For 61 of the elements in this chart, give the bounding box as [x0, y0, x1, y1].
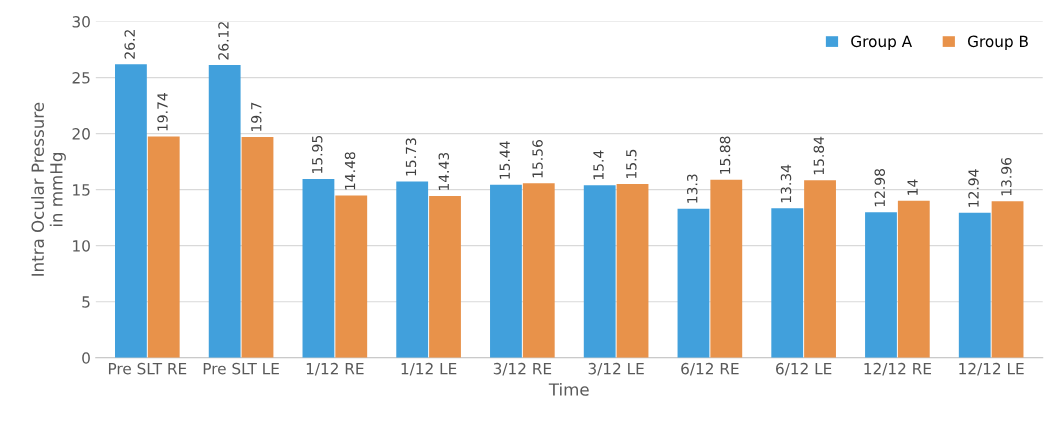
bar [771, 208, 804, 358]
data-label: 12.94 [968, 169, 979, 207]
bar [616, 184, 649, 358]
bar [396, 181, 429, 358]
data-label: 15.4 [593, 150, 604, 180]
y-tick-label: 15 [73, 184, 90, 196]
data-label: 19.7 [251, 102, 262, 131]
bar [804, 180, 836, 358]
data-label: 15.73 [405, 138, 417, 176]
bar [958, 212, 991, 358]
data-label: 14 [907, 179, 918, 195]
bar [522, 183, 555, 358]
bar [865, 212, 897, 358]
bar [490, 184, 522, 358]
data-label: 13.3 [686, 174, 698, 203]
x-tick-label: 12/12 LE [959, 362, 1024, 376]
x-tick-label: 1/12 RE [306, 362, 364, 376]
data-label: 13.96 [1001, 157, 1012, 196]
bar [991, 201, 1024, 358]
legend-label: Group A [851, 35, 912, 51]
data-label: 13.34 [780, 164, 792, 203]
x-tick-label: 1/12 LE [401, 362, 457, 376]
bar [335, 195, 368, 358]
data-label: 15.84 [813, 136, 825, 175]
x-tick-label: Pre SLT LE [203, 362, 279, 375]
data-label: 14.43 [438, 152, 450, 191]
data-label: 19.74 [157, 93, 168, 131]
data-label: 15.95 [311, 135, 323, 173]
x-tick-label: 3/12 RE [493, 362, 552, 376]
x-tick-label: Pre SLT RE [108, 362, 187, 375]
data-label: 15.56 [532, 140, 543, 178]
data-label: 26.12 [218, 22, 229, 60]
bar [429, 196, 461, 358]
x-tick-label: 6/12 LE [776, 362, 832, 376]
y-tick-label: 0 [82, 352, 90, 364]
legend-label: Group B [967, 35, 1028, 51]
bar [677, 208, 710, 358]
y-tick-label: 30 [72, 16, 90, 28]
bar [710, 179, 743, 358]
bar [302, 178, 335, 358]
y-tick-label: 20 [72, 128, 90, 140]
x-tick-label: 12/12 RE [864, 362, 931, 376]
bar [583, 185, 616, 358]
data-label: 15.44 [499, 141, 510, 179]
data-label: 26.2 [124, 30, 135, 59]
y-tick-label: 10 [73, 240, 90, 252]
data-label: 15.5 [626, 149, 637, 179]
bar [115, 64, 147, 358]
data-label: 14.48 [344, 152, 356, 190]
y-axis-title: Intra Ocular Pressure in mmHg [31, 102, 66, 276]
x-tick-label: 3/12 LE [588, 362, 644, 376]
x-axis-title: Time [548, 382, 589, 396]
y-tick-label: 25 [72, 72, 90, 84]
bar [897, 200, 930, 358]
bar [241, 136, 274, 358]
data-label: 12.98 [874, 168, 886, 207]
bar [147, 136, 180, 358]
x-tick-label: 6/12 RE [681, 362, 739, 376]
bar [208, 65, 241, 358]
y-tick-label: 5 [82, 296, 90, 308]
data-label: 15.88 [719, 136, 731, 174]
